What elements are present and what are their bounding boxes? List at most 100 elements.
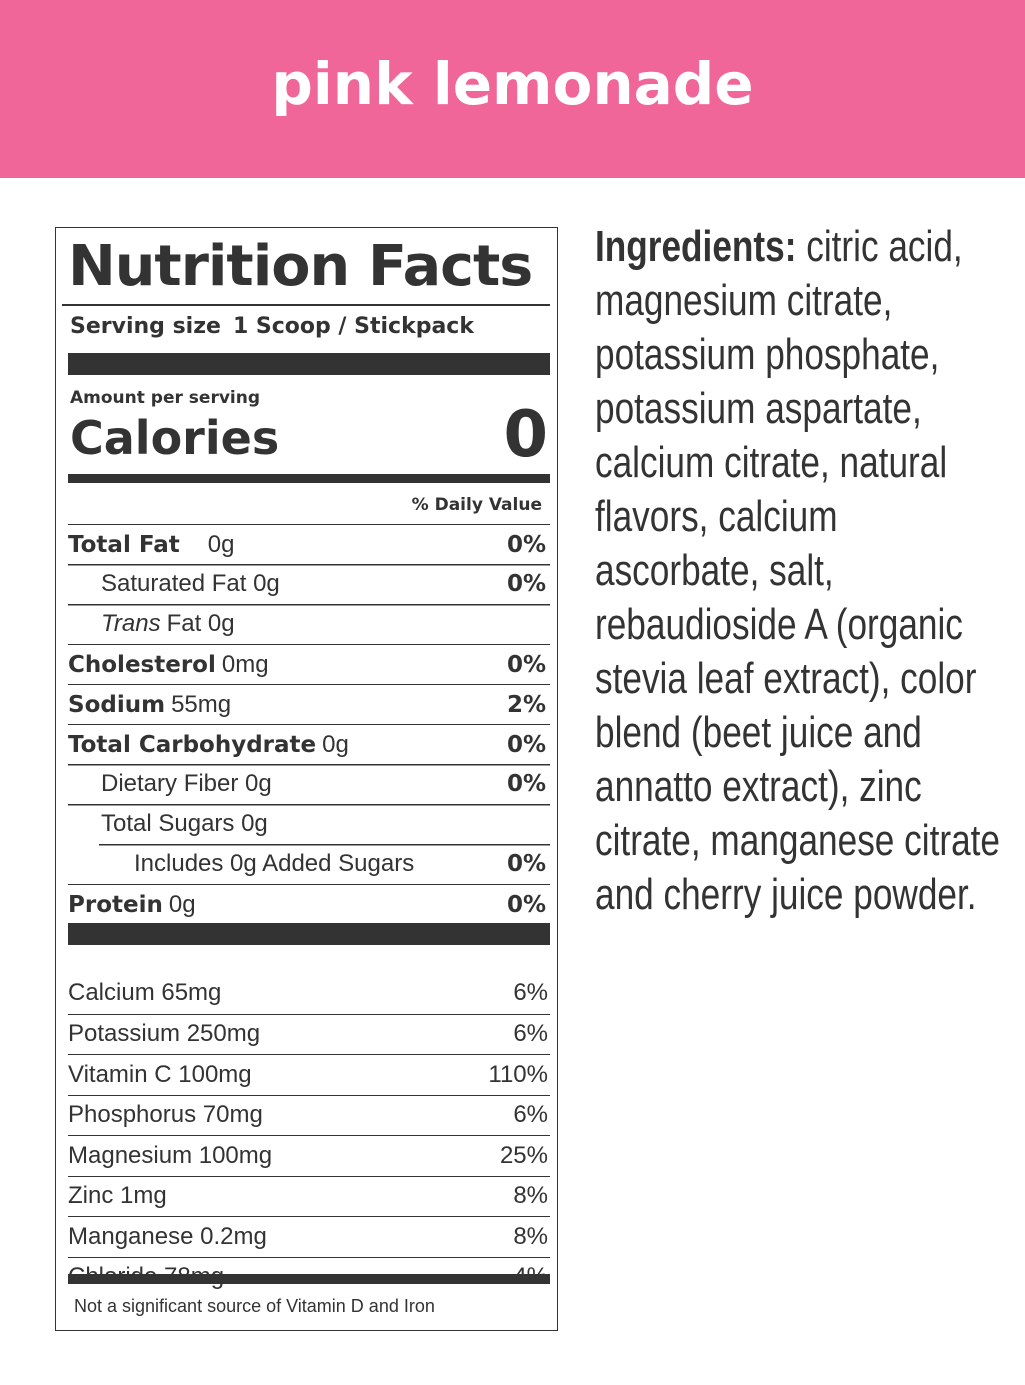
nutrient-amount: Fat 0g — [166, 610, 235, 637]
serving-size-label: Serving size — [70, 314, 221, 339]
nutrient-name: Cholesterol — [68, 651, 216, 678]
nutrient-amount: 0g — [168, 890, 196, 918]
nutrient-amount: 0g — [322, 730, 349, 758]
ingredients-line: potassium phosphate, — [595, 328, 1025, 382]
ingredients-text-line: citric acid, — [796, 222, 963, 271]
product-header: pink lemonade — [0, 0, 1025, 178]
nutrient-label: Total Fat 0g — [68, 531, 234, 559]
nutrient-name: Trans — [101, 610, 161, 637]
daily-value-percent: 0% — [506, 651, 546, 678]
vitamin-row: Manganese 0.2mg 8% — [68, 1216, 550, 1257]
nutrition-facts-title: Nutrition Facts — [68, 234, 533, 299]
nutrient-amount: 0mg — [221, 650, 269, 678]
vitamin-name: Potassium 250mg — [68, 1020, 261, 1048]
daily-value-header: % Daily Value — [411, 495, 542, 515]
nutrient-row: Sodium 55mg 2% — [68, 684, 550, 724]
ingredients-line: rebaudioside A (organic — [595, 598, 1025, 652]
calories-value: 0 — [503, 398, 548, 472]
nutrient-label: Trans Fat 0g — [68, 610, 235, 638]
daily-value-percent: 2% — [506, 691, 546, 718]
nutrient-rows: Total Fat 0g 0% Saturated Fat 0g 0% Trans Fat … — [68, 524, 550, 924]
vitamin-rows: Calcium 65mg 6% Potassium 250mg 6% Vitamin C… — [68, 973, 550, 1297]
nutrient-label: Dietary Fiber 0g — [68, 770, 278, 798]
daily-value-percent: 6% — [513, 1101, 548, 1129]
nutrient-row: Trans Fat 0g — [68, 604, 550, 644]
nutrient-label: Protein 0g — [68, 891, 196, 919]
vitamin-row: Calcium 65mg 6% — [68, 973, 550, 1014]
nutrient-row: Total Carbohydrate 0g 0% — [68, 724, 550, 764]
ingredients-text-line: calcium citrate, natural — [595, 438, 948, 487]
ingredients-line: calcium citrate, natural — [595, 436, 1025, 490]
serving-size-value: 1 Scoop / Stickpack — [232, 314, 474, 339]
ingredients-text-line: magnesium citrate, — [595, 276, 893, 325]
vitamin-name: Manganese 0.2mg — [68, 1222, 267, 1250]
daily-value-percent: 110% — [488, 1060, 548, 1088]
nutrient-label: Total Sugars 0g — [68, 810, 274, 838]
nutrient-row: Total Sugars 0g — [68, 804, 550, 844]
ingredients-text-line: and cherry juice powder. — [595, 870, 977, 919]
nutrient-name: Total Sugars 0g — [101, 810, 268, 837]
ingredients-line: Ingredients: citric acid, — [595, 220, 1025, 274]
daily-value-percent: 6% — [513, 1020, 548, 1048]
daily-value-percent: 0% — [506, 531, 546, 558]
daily-value-percent: 8% — [513, 1182, 548, 1210]
serving-size: Serving size 1 Scoop / Stickpack — [70, 314, 474, 339]
ingredients-text-line: potassium aspartate, — [595, 384, 922, 433]
ingredients-text-line: blend (beet juice and — [595, 708, 922, 757]
vitamin-row: Vitamin C 100mg 110% — [68, 1054, 550, 1095]
nutrient-label: Total Carbohydrate 0g — [68, 731, 349, 759]
ingredients-text-line: citrate, manganese citrate — [595, 816, 1001, 865]
ingredients-line: potassium aspartate, — [595, 382, 1025, 436]
ingredients-text-line: annatto extract), zinc — [595, 762, 922, 811]
nutrient-name: Protein — [68, 891, 163, 918]
divider — [62, 304, 550, 306]
nutrient-amount: 0g — [207, 530, 235, 558]
footnote: Not a significant source of Vitamin D an… — [74, 1296, 435, 1316]
ingredients-text-line: potassium phosphate, — [595, 330, 940, 379]
vitamin-row: Zinc 1mg 8% — [68, 1175, 550, 1217]
vitamin-name: Calcium 65mg — [68, 979, 222, 1007]
ingredients-line: citrate, manganese citrate — [595, 814, 1025, 868]
ingredients-line: stevia leaf extract), color — [595, 652, 1025, 706]
nutrient-name: Sodium — [68, 691, 166, 718]
thick-divider — [68, 353, 550, 375]
daily-value-percent: 25% — [499, 1141, 548, 1169]
ingredients-text-line: rebaudioside A (organic — [595, 600, 963, 649]
nutrient-row: Saturated Fat 0g 0% — [68, 564, 550, 604]
daily-value-percent: 0% — [506, 731, 546, 758]
vitamin-row: Potassium 250mg 6% — [68, 1013, 550, 1055]
vitamin-name: Magnesium 100mg — [68, 1141, 273, 1169]
daily-value-percent: 0% — [506, 891, 546, 918]
thick-divider — [68, 1274, 550, 1284]
ingredients-line: magnesium citrate, — [595, 274, 1025, 328]
ingredients-line: annatto extract), zinc — [595, 760, 1025, 814]
nutrient-name: Total Fat — [68, 531, 180, 558]
nutrient-name: Total Carbohydrate — [68, 731, 317, 758]
nutrient-name: Saturated Fat 0g — [101, 570, 280, 597]
ingredients-label: Ingredients: — [595, 222, 797, 271]
ingredients-text-line: flavors, calcium — [595, 492, 838, 541]
product-title: pink lemonade — [271, 50, 754, 118]
ingredients-line: blend (beet juice and — [595, 706, 1025, 760]
nutrient-row: Cholesterol 0mg 0% — [68, 644, 550, 684]
ingredients-line: and cherry juice powder. — [595, 868, 1025, 922]
thick-divider — [68, 474, 550, 483]
daily-value-percent: 0% — [506, 851, 546, 877]
vitamin-row: Phosphorus 70mg 6% — [68, 1094, 550, 1136]
nutrition-facts-label: Nutrition Facts Serving size 1 Scoop / St… — [55, 227, 558, 1331]
ingredients-line: flavors, calcium — [595, 490, 1025, 544]
ingredients-line: ascorbate, salt, — [595, 544, 1025, 598]
daily-value-percent: 6% — [513, 979, 548, 1007]
nutrient-row: Protein 0g 0% — [68, 884, 550, 924]
nutrient-label: Includes 0g Added Sugars — [68, 850, 420, 878]
calories-label: Calories — [70, 411, 280, 465]
nutrient-row: Total Fat 0g 0% — [68, 524, 550, 564]
nutrient-label: Cholesterol 0mg — [68, 651, 269, 679]
vitamin-name: Zinc 1mg — [68, 1182, 167, 1210]
daily-value-percent: 0% — [506, 771, 546, 797]
nutrient-label: Sodium 55mg — [68, 691, 231, 719]
daily-value-percent: 8% — [513, 1222, 548, 1250]
thick-divider — [68, 923, 550, 945]
nutrient-row: Includes 0g Added Sugars 0% — [68, 844, 550, 884]
nutrient-row: Dietary Fiber 0g 0% — [68, 764, 550, 804]
